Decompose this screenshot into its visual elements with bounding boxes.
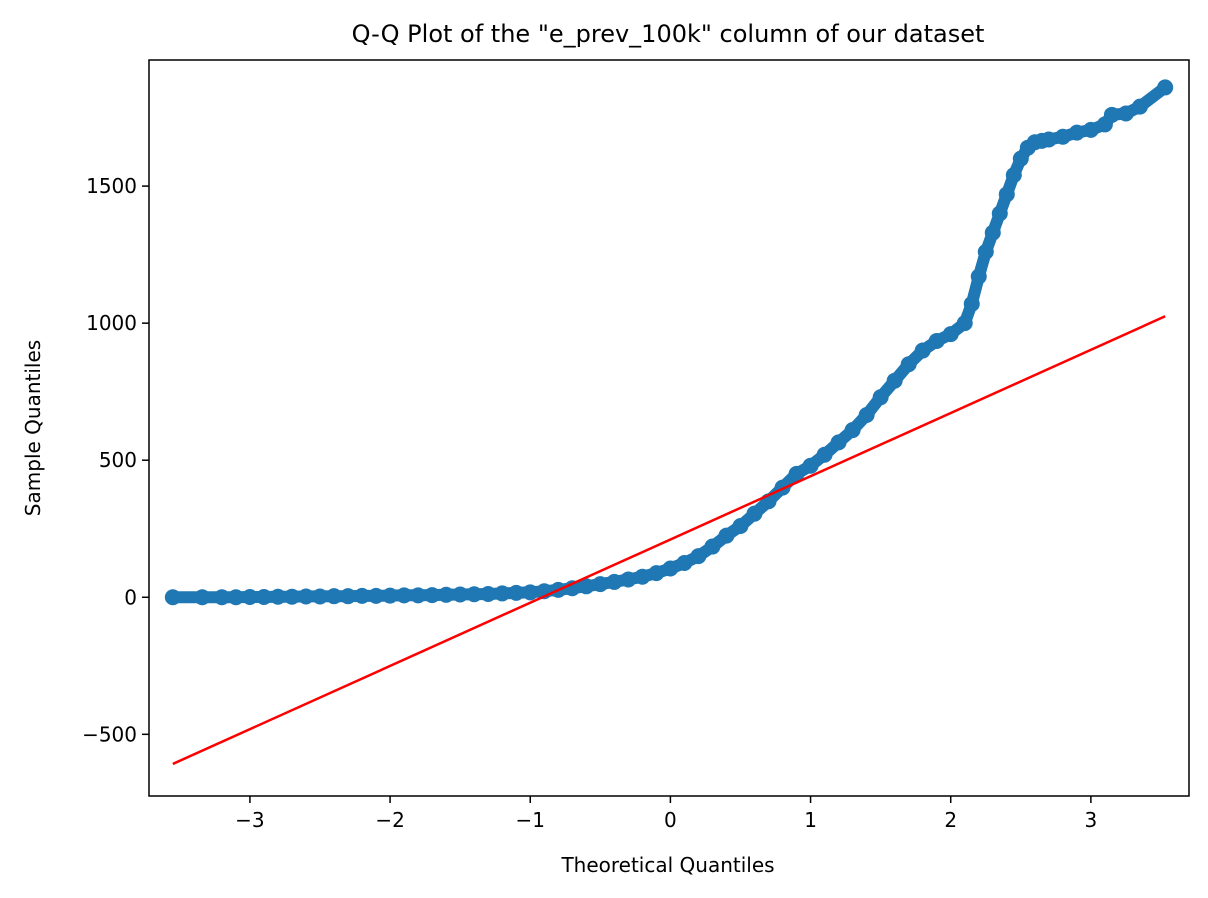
data-point xyxy=(718,527,735,544)
data-point xyxy=(928,332,945,349)
data-point xyxy=(858,406,875,423)
reference-line xyxy=(172,315,1166,766)
data-point xyxy=(1040,131,1057,148)
data-point xyxy=(963,295,980,312)
plot-area xyxy=(148,59,1190,797)
data-point xyxy=(396,587,413,604)
chart-title: Q-Q Plot of the "e_prev_100k" column of … xyxy=(352,20,985,48)
data-point xyxy=(326,588,343,605)
data-point xyxy=(311,588,328,605)
data-point xyxy=(438,586,455,603)
data-point xyxy=(970,268,987,285)
data-point xyxy=(634,568,651,585)
data-point xyxy=(227,589,244,606)
data-point xyxy=(1005,167,1022,184)
data-point xyxy=(255,588,272,605)
data-point xyxy=(340,588,357,605)
axes-frame xyxy=(148,59,1190,797)
data-point xyxy=(452,586,469,603)
data-point xyxy=(788,465,805,482)
data-point xyxy=(194,589,211,606)
data-point xyxy=(508,584,525,601)
data-point xyxy=(606,573,623,590)
data-point xyxy=(1068,124,1085,141)
x-tick-label: 1 xyxy=(804,808,817,832)
data-point xyxy=(480,585,497,602)
x-tick-label: 2 xyxy=(944,808,957,832)
y-tick-label: 1500 xyxy=(86,174,137,198)
data-point xyxy=(410,587,427,604)
data-point xyxy=(283,588,300,605)
data-point xyxy=(914,342,931,359)
data-point xyxy=(354,587,371,604)
data-point xyxy=(732,517,749,534)
x-tick-label: 3 xyxy=(1085,808,1098,832)
data-point xyxy=(802,457,819,474)
x-axis-ticks: −3 −2 −1 0 1 2 3 xyxy=(235,796,1097,832)
data-point xyxy=(297,588,314,605)
data-point xyxy=(1103,106,1120,123)
data-point xyxy=(998,186,1015,203)
data-point xyxy=(844,422,861,439)
data-point xyxy=(466,586,483,603)
x-tick-label: −3 xyxy=(235,808,264,832)
data-point xyxy=(368,587,385,604)
data-point xyxy=(1157,79,1174,96)
data-point xyxy=(886,372,903,389)
data-point xyxy=(494,585,511,602)
data-point xyxy=(1082,121,1099,138)
data-point xyxy=(872,389,889,406)
data-point xyxy=(164,589,181,606)
x-tick-label: −2 xyxy=(375,808,404,832)
y-tick-label: 1000 xyxy=(86,311,137,335)
data-point xyxy=(746,505,763,522)
data-point xyxy=(592,576,609,593)
data-point xyxy=(956,315,973,332)
x-tick-label: −1 xyxy=(515,808,544,832)
data-point xyxy=(620,571,637,588)
y-tick-label: 0 xyxy=(124,585,137,609)
data-point xyxy=(213,589,230,606)
data-point xyxy=(977,243,994,260)
data-point xyxy=(704,538,721,555)
y-tick-label: 500 xyxy=(99,448,137,472)
y-axis-label: Sample Quantiles xyxy=(21,340,45,516)
data-point xyxy=(900,356,917,373)
data-point xyxy=(241,588,258,605)
data-point xyxy=(830,434,847,451)
data-point xyxy=(662,560,679,577)
data-point xyxy=(382,587,399,604)
x-axis-label: Theoretical Quantiles xyxy=(560,853,774,877)
y-tick-label: −500 xyxy=(82,722,137,746)
data-point xyxy=(1131,98,1148,115)
data-point xyxy=(648,565,665,582)
data-point xyxy=(991,205,1008,222)
data-point xyxy=(1117,105,1134,122)
data-point xyxy=(816,446,833,463)
data-point xyxy=(942,326,959,343)
data-point xyxy=(676,555,693,572)
data-point xyxy=(984,224,1001,241)
data-point xyxy=(269,588,286,605)
data-point xyxy=(690,548,707,565)
data-point xyxy=(424,587,441,604)
data-point xyxy=(1054,128,1071,145)
data-point xyxy=(578,578,595,595)
y-axis-ticks: −500 0 500 1000 1500 xyxy=(82,174,149,746)
x-tick-label: 0 xyxy=(664,808,677,832)
data-point xyxy=(522,584,539,601)
data-marks xyxy=(164,79,1174,766)
